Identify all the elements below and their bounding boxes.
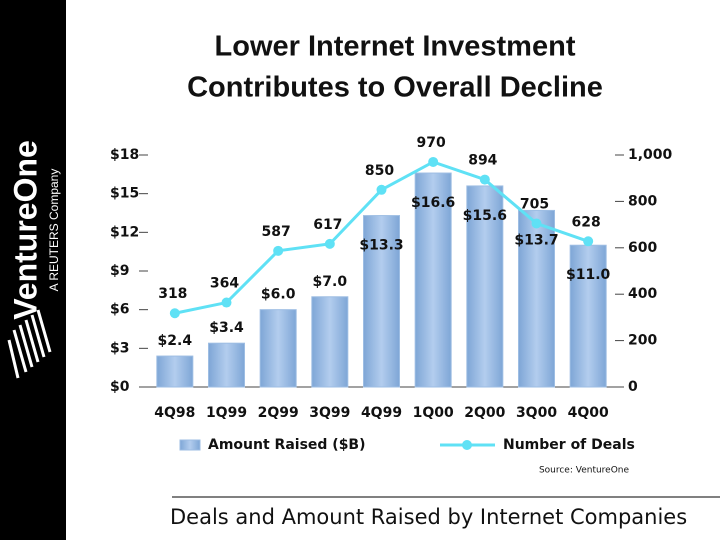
- chart-title: Contributes to Overall Decline: [187, 72, 603, 104]
- y2-tick-label: 800: [628, 193, 657, 209]
- bar: [466, 185, 504, 388]
- line-value-label: 364: [210, 276, 239, 292]
- line-point: [169, 308, 180, 319]
- y-tick-label: $3: [110, 340, 129, 356]
- bar-value-label: $16.6: [411, 195, 455, 211]
- x-tick-label: 4Q00: [568, 405, 609, 421]
- y-tick-label: $18: [110, 147, 139, 163]
- bar: [518, 209, 555, 388]
- x-tick-label: 3Q99: [309, 405, 350, 421]
- line-value-label: 628: [572, 214, 601, 230]
- x-tick-label: 4Q98: [154, 405, 195, 421]
- bar-value-label: $6.0: [261, 287, 296, 303]
- bar-value-label: $2.4: [158, 333, 193, 349]
- caption: Deals and Amount Raised by Internet Comp…: [170, 505, 687, 529]
- bar-value-label: $7.0: [313, 274, 348, 290]
- line-value-label: 850: [365, 163, 394, 179]
- x-tick-label: 2Q99: [258, 405, 299, 421]
- bar-value-label: $11.0: [566, 267, 611, 283]
- bar-value-label: $3.4: [209, 320, 244, 336]
- line-value-label: 587: [262, 224, 291, 240]
- line-point: [324, 238, 335, 249]
- line-value-label: 617: [313, 217, 342, 233]
- line-point: [428, 156, 439, 167]
- y2-tick-label: 200: [628, 333, 657, 349]
- bar: [156, 355, 194, 388]
- line-point: [531, 218, 542, 229]
- y-tick-label: $9: [110, 263, 129, 279]
- logo-icon: [7, 309, 52, 379]
- bar-value-label: $13.7: [514, 232, 558, 248]
- bar-value-label: $13.3: [359, 238, 403, 254]
- bar-value-label: $15.6: [463, 208, 507, 224]
- x-tick-label: 2Q00: [464, 405, 505, 421]
- line-value-label: 894: [468, 153, 497, 169]
- y-tick-label: $0: [110, 379, 130, 395]
- chart-title: Lower Internet Investment: [215, 31, 576, 63]
- y-tick-label: $12: [110, 224, 139, 240]
- line-point: [221, 297, 232, 308]
- legend-label: Number of Deals: [503, 437, 635, 453]
- legend-swatch: [462, 440, 472, 450]
- x-tick-label: 1Q00: [413, 405, 454, 421]
- bar: [259, 309, 297, 388]
- line-value-label: 318: [158, 286, 187, 302]
- x-tick-label: 1Q99: [206, 405, 247, 421]
- line-point: [376, 184, 387, 195]
- line-value-label: 705: [520, 196, 549, 212]
- y2-tick-label: 0: [628, 379, 638, 395]
- line-point: [273, 245, 284, 256]
- y-tick-label: $15: [110, 186, 139, 202]
- x-tick-label: 3Q00: [516, 405, 557, 421]
- bar: [208, 342, 245, 388]
- source: Source: VentureOne: [539, 466, 630, 476]
- legend-label: Amount Raised ($B): [208, 437, 366, 453]
- bar: [363, 215, 400, 388]
- bar: [311, 296, 349, 388]
- y2-tick-label: 400: [628, 286, 657, 302]
- line-value-label: 970: [417, 135, 446, 151]
- sidebar: [0, 0, 66, 540]
- y-tick-label: $6: [110, 302, 129, 318]
- y2-tick-label: 1,000: [628, 147, 673, 163]
- logo-tagline: A REUTERS Company: [47, 169, 61, 292]
- legend-swatch: [179, 439, 201, 451]
- line-point: [479, 174, 490, 185]
- y2-tick-label: 600: [628, 240, 657, 256]
- x-tick-label: 4Q99: [361, 405, 402, 421]
- line-point: [583, 236, 594, 247]
- bar: [414, 172, 452, 388]
- logo-name: VentureOne: [7, 140, 43, 320]
